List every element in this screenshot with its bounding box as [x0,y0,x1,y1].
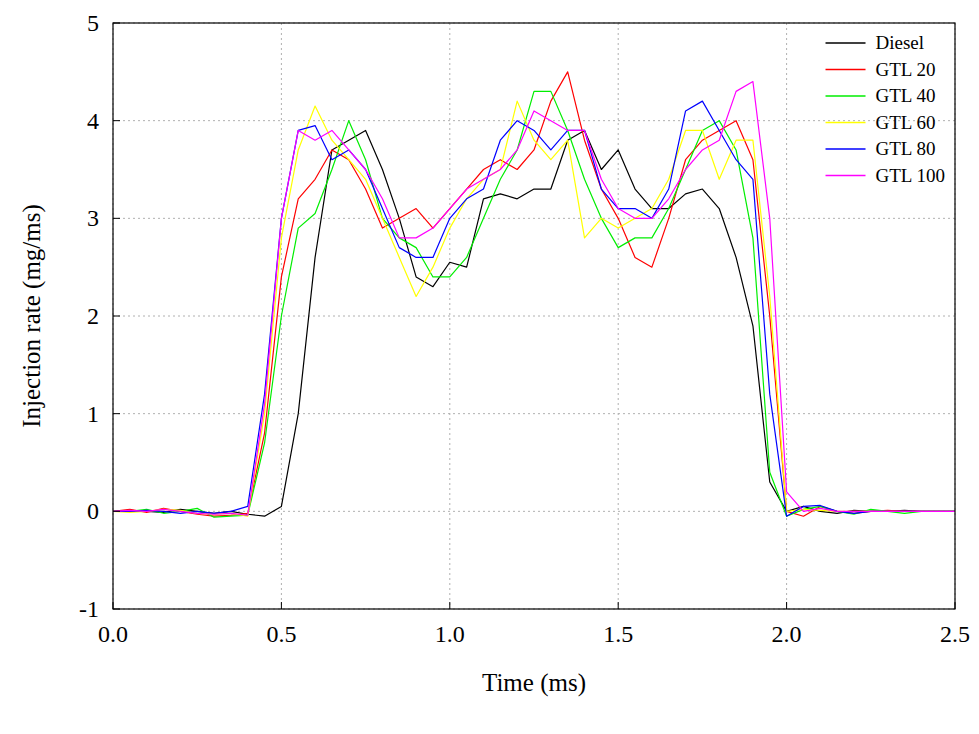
y-axis-title: Injection rate (mg/ms) [18,204,46,428]
tick [113,316,120,317]
tick-label: 1.0 [435,621,465,647]
tick [449,602,450,609]
grid-line [113,413,955,414]
tick [786,602,787,609]
legend-label: GTL 60 [876,112,936,133]
tick-label: 2.0 [772,621,802,647]
tick-label: 1.5 [603,621,633,647]
legend-label: GTL 40 [876,85,936,106]
series-line [113,101,955,516]
legend-label: Diesel [876,32,925,53]
plot-frame [113,23,955,609]
tick [618,602,619,609]
legend-swatch [826,42,866,44]
tick [113,602,114,609]
tick [113,120,120,121]
legend-swatch [826,122,866,124]
legend-swatch [826,69,866,71]
tick [113,218,120,219]
legend-swatch [826,175,866,177]
tick-label: 5 [87,10,99,36]
background [0,0,979,734]
legend-label: GTL 20 [876,59,936,80]
grid-line [786,23,787,609]
tick-label: 3 [87,205,99,231]
tick-label: 4 [87,108,99,134]
tick-label: 2.5 [940,621,970,647]
tick [955,602,956,609]
tick-label: 0 [87,498,99,524]
series-line [113,72,955,516]
grid-line [113,120,955,121]
tick-label: -1 [79,596,99,622]
series-group [113,72,955,517]
legend-label: GTL 100 [876,165,945,186]
tick-label: 0.0 [98,621,128,647]
tick [281,602,282,609]
series-line [113,130,955,516]
legend-label: GTL 80 [876,138,936,159]
tick [113,413,120,414]
tick [113,511,120,512]
legend-swatch [826,148,866,150]
tick [113,609,120,610]
series-line [113,91,955,517]
tick-label: 0.5 [266,621,296,647]
grid-line [113,218,955,219]
grid-line [113,316,955,317]
legend: Diesel GTL 20 GTL 40 GTL 60 GTL 80 GTL 100 [826,32,945,186]
tick [113,23,120,24]
chart: 0.0 0.5 1.0 1.5 2.0 2.5 -1 0 1 2 3 4 5 Time (ms) Injec… [0,0,979,734]
x-axis-title: Time (ms) [482,669,586,697]
tick-label: 2 [87,303,99,329]
series-line [113,82,955,516]
tick-label: 1 [87,401,99,427]
series-line [113,101,955,516]
legend-swatch [826,95,866,97]
